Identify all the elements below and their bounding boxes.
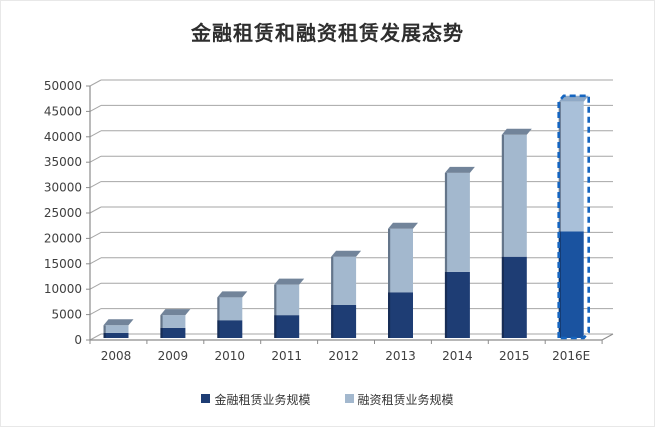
- y-tick-label: 15000: [44, 257, 82, 271]
- gridline-depth-connector: [89, 104, 102, 112]
- legend-label-financial-leasing: 金融租赁业务规模: [214, 393, 311, 407]
- gridline-depth-connector: [89, 206, 102, 214]
- bar-segment-2014-融资租赁业务规模: [444, 172, 470, 272]
- bar-segment-2010-金融租赁业务规模: [217, 320, 243, 338]
- y-tick-label: 25000: [44, 206, 82, 220]
- legend-swatch-financial-leasing: [201, 394, 211, 403]
- gridline-depth-connector: [89, 282, 102, 290]
- gridline-depth-connector: [89, 257, 102, 265]
- bar-segment-2008-金融租赁业务规模: [103, 332, 129, 338]
- gridline-depth-connector: [89, 79, 102, 87]
- bar-segment-2016E-金融租赁业务规模: [558, 231, 584, 338]
- y-tick-label: 20000: [44, 231, 82, 245]
- x-tick-label: 2015: [499, 349, 530, 363]
- bar-side-shadow-2016E: [558, 101, 561, 338]
- bar-side-shadow-2014: [444, 172, 448, 338]
- bar-top-face-2013: [388, 222, 418, 229]
- y-tick-label: 35000: [44, 155, 82, 169]
- bar-side-shadow-2010: [217, 297, 220, 338]
- bar-top-face-2014: [444, 166, 475, 173]
- bar-segment-2014-金融租赁业务规模: [444, 271, 470, 338]
- gridline-depth-connector: [89, 130, 102, 138]
- bar-segment-2009-金融租赁业务规模: [160, 327, 186, 338]
- bar-segment-2016E-融资租赁业务规模: [558, 101, 584, 232]
- chart-title: 金融租赁和融资租赁发展态势: [191, 21, 464, 45]
- bar-side-shadow-2011: [274, 284, 277, 338]
- bar-segment-2012-金融租赁业务规模: [331, 304, 357, 338]
- highlight-dashed-outline-2016E: [557, 94, 590, 340]
- bar-segment-2011-融资租赁业务规模: [274, 284, 300, 316]
- bar-top-face-2010: [217, 291, 248, 298]
- bar-segment-2013-融资租赁业务规模: [388, 228, 413, 293]
- bar-segment-2013-金融租赁业务规模: [388, 292, 413, 338]
- legend-swatch-finance-leasing: [344, 394, 354, 403]
- bar-segment-2010-融资租赁业务规模: [217, 297, 243, 321]
- bar-top-face-2011: [274, 278, 305, 285]
- bar-top-face-2016E: [558, 95, 589, 102]
- bar-side-shadow-2012: [331, 256, 334, 338]
- bar-side-shadow-2015: [501, 134, 504, 338]
- legend-item-financial-leasing: 金融租赁业务规模: [201, 391, 311, 408]
- bar-top-face-2009: [160, 309, 191, 316]
- bar-top-face-2012: [331, 250, 362, 257]
- bar-top-face-2015: [501, 128, 532, 135]
- x-tick-label: 2010: [215, 349, 246, 363]
- legend: 金融租赁业务规模 融资租赁业务规模: [1, 391, 654, 408]
- gridline-depth-connector: [89, 155, 102, 163]
- x-tick-label: 2009: [158, 349, 189, 363]
- x-tick-label: 2014: [442, 349, 473, 363]
- bar-side-shadow-2009: [160, 315, 163, 338]
- bar-segment-2011-金融租赁业务规模: [274, 315, 300, 338]
- bar-side-shadow-2008: [103, 325, 106, 338]
- y-tick-label: 50000: [44, 79, 82, 93]
- y-tick-label: 10000: [44, 282, 82, 296]
- legend-label-finance-leasing: 融资租赁业务规模: [357, 393, 454, 407]
- y-tick-label: 30000: [44, 181, 82, 195]
- gridline-depth-connector: [89, 308, 102, 316]
- bar-segment-2015-金融租赁业务规模: [501, 256, 527, 338]
- bar-segment-2015-融资租赁业务规模: [501, 134, 527, 257]
- x-tick-label: 2013: [385, 349, 416, 363]
- y-tick-label: 0: [74, 333, 82, 347]
- x-tick-label: 2012: [328, 349, 359, 363]
- x-tick-label: 2011: [271, 349, 302, 363]
- floor-right-edge: [601, 333, 614, 341]
- bar-segment-2008-融资租赁业务规模: [103, 325, 129, 333]
- gridline-depth-connector: [89, 181, 102, 189]
- bar-top-face-2008: [103, 319, 134, 326]
- bar-segment-2009-融资租赁业务规模: [160, 315, 186, 328]
- bar-side-shadow-2013: [388, 228, 391, 338]
- x-tick-label: 2016E: [552, 349, 590, 363]
- legend-item-finance-leasing: 融资租赁业务规模: [344, 391, 454, 408]
- y-tick-label: 5000: [51, 308, 82, 322]
- y-tick-label: 45000: [44, 104, 82, 118]
- x-tick-label: 2008: [101, 349, 132, 363]
- bar-segment-2012-融资租赁业务规模: [331, 256, 357, 305]
- gridline-depth-connector: [89, 231, 102, 239]
- gridline-depth-connector: [89, 333, 102, 341]
- y-tick-label: 40000: [44, 130, 82, 144]
